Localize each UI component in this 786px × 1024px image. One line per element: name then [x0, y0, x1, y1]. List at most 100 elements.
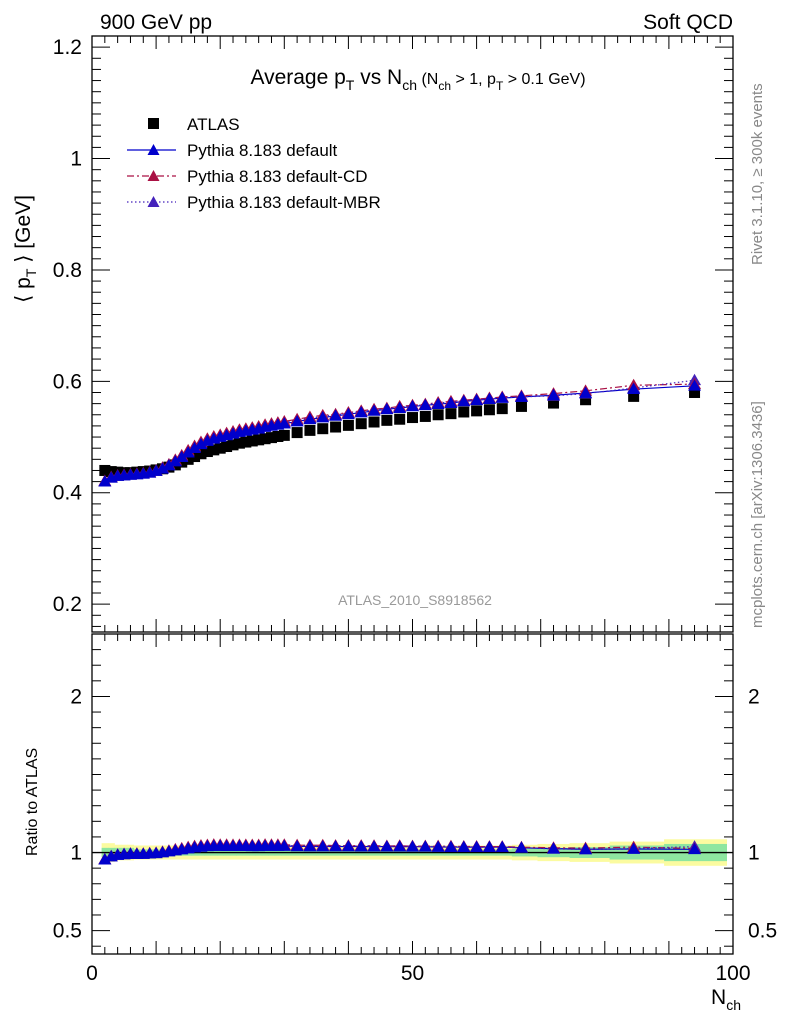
mc-point-ratio-1 — [579, 842, 593, 855]
chart-title: Average pT vs Nch (Nch > 1, pT > 0.1 GeV… — [250, 66, 585, 93]
mc-point-ratio-1 — [457, 840, 471, 852]
mc-point-main-1 — [547, 388, 561, 401]
analysis-id: ATLAS_2010_S8918562 — [338, 592, 492, 608]
mc-point-ratio-1 — [495, 840, 509, 853]
atlas-data-point — [221, 441, 233, 453]
atlas-data-point — [278, 429, 290, 441]
atlas-data-point — [189, 451, 201, 463]
mc-point-main-1 — [303, 412, 317, 425]
atlas-data-point — [253, 434, 265, 446]
mc-point-main-1 — [277, 417, 291, 429]
atlas-data-point — [240, 436, 252, 448]
mc-point-main-1 — [354, 406, 368, 418]
mc-point-main-1 — [579, 386, 593, 398]
y-axis-title-main: ⟨ pT ⟩ [GeV] — [12, 195, 39, 303]
mc-point-main-1 — [341, 407, 355, 420]
mcplots-label: mcplots.cern.ch [arXiv:1306.3436] — [749, 401, 766, 628]
atlas-data-point — [182, 453, 194, 465]
y-tick-label-ratio-right: 0.5 — [748, 920, 777, 943]
atlas-data-point — [394, 413, 406, 425]
y-tick-label-main: 0.8 — [53, 259, 82, 282]
legend-marker-triangle — [147, 196, 160, 207]
mc-point-ratio-1 — [406, 840, 419, 852]
mc-point-main-1 — [181, 446, 195, 458]
atlas-data-point — [291, 427, 303, 439]
mc-point-main-1 — [627, 382, 641, 395]
mc-point-main-1 — [444, 396, 458, 408]
atlas-data-point — [419, 410, 431, 422]
mc-point-main-1 — [514, 390, 528, 402]
atlas-data-point — [330, 421, 342, 433]
mc-point-main-1 — [156, 462, 170, 474]
mc-point-ratio-1 — [341, 840, 355, 852]
mc-point-ratio-1 — [418, 840, 432, 852]
legend-marker-square — [148, 118, 159, 129]
mc-point-ratio-1 — [627, 842, 641, 854]
mc-point-main-1 — [98, 475, 112, 487]
atlas-data-point — [548, 397, 560, 409]
mc-point-ratio-1 — [688, 842, 702, 855]
y-tick-label-main: 0.2 — [53, 593, 82, 616]
mc-point-main-1 — [495, 391, 509, 403]
atlas-data-point — [628, 390, 640, 402]
mc-point-ratio-1 — [303, 839, 317, 852]
atlas-data-point — [689, 386, 701, 398]
mc-point-ratio-1 — [470, 840, 484, 852]
mc-point-ratio-1 — [444, 840, 458, 852]
mc-point-main-1 — [188, 441, 202, 454]
atlas-data-point — [259, 433, 271, 445]
atlas-data-point — [342, 419, 354, 431]
legend: ATLAS Pythia 8.183 default Pythia 8.183 … — [127, 115, 381, 212]
header-right: Soft QCD — [643, 11, 733, 34]
atlas-data-point — [265, 432, 277, 444]
mc-point-ratio-1 — [329, 840, 343, 852]
mc-point-ratio-1 — [482, 840, 496, 853]
atlas-data-point — [227, 439, 239, 451]
rivet-label: Rivet 3.1.10, ≥ 300k events — [749, 83, 766, 265]
mc-point-ratio-1 — [431, 840, 445, 852]
mc-point-main-1 — [175, 450, 189, 462]
mc-point-main-1 — [431, 397, 445, 410]
mc-point-main-1 — [194, 437, 208, 450]
atlas-data-point — [201, 446, 213, 458]
y-tick-label-ratio-left: 0.5 — [53, 920, 82, 943]
mc-point-main-1 — [406, 399, 419, 412]
legend-label-default: Pythia 8.183 default — [187, 141, 338, 160]
atlas-data-point — [407, 412, 418, 424]
atlas-data-point — [445, 408, 457, 420]
atlas-data-point — [515, 400, 527, 412]
axis-tick-labels: 0 50 100 0.2 0.4 0.6 0.8 1 1.2 0.5 0.5 1 1 2 2 — [53, 36, 777, 985]
atlas-data-point — [233, 437, 245, 449]
mc-point-main-1 — [168, 455, 182, 467]
mc-point-main-1 — [418, 398, 432, 411]
mc-point-ratio-1 — [367, 840, 381, 852]
y-tick-label-ratio-left: 1 — [70, 842, 82, 865]
x-tick-label: 0 — [86, 962, 98, 985]
atlas-data-point — [317, 423, 329, 435]
series-line-main-2 — [104, 383, 695, 482]
mc-point-main-1 — [470, 393, 484, 406]
atlas-data-point — [176, 456, 188, 468]
atlas-data-point — [496, 403, 508, 415]
atlas-data-point — [208, 444, 220, 456]
series-line-ratio-3 — [104, 844, 695, 861]
atlas-data-point — [580, 394, 592, 406]
legend-entry-default: Pythia 8.183 default — [127, 141, 338, 160]
y-tick-label-main: 0.6 — [53, 370, 82, 393]
legend-label-atlas: ATLAS — [187, 115, 240, 134]
series-line-main-3 — [104, 379, 695, 483]
atlas-data-point — [432, 409, 444, 421]
atlas-data-point — [471, 405, 483, 417]
atlas-data-point — [214, 442, 226, 454]
y-axis-title-ratio: Ratio to ATLAS — [24, 748, 41, 856]
legend-label-default-mbr: Pythia 8.183 default-MBR — [187, 193, 381, 212]
atlas-data-point — [246, 435, 258, 447]
mc-point-main-1 — [688, 379, 702, 391]
mc-point-main-1 — [482, 392, 496, 405]
header-left: 900 GeV pp — [100, 11, 212, 34]
mc-point-main-1 — [316, 411, 330, 423]
mc-point-ratio-1 — [547, 842, 561, 854]
x-axis-title: Nch — [711, 986, 741, 1013]
legend-marker-triangle — [147, 170, 160, 181]
